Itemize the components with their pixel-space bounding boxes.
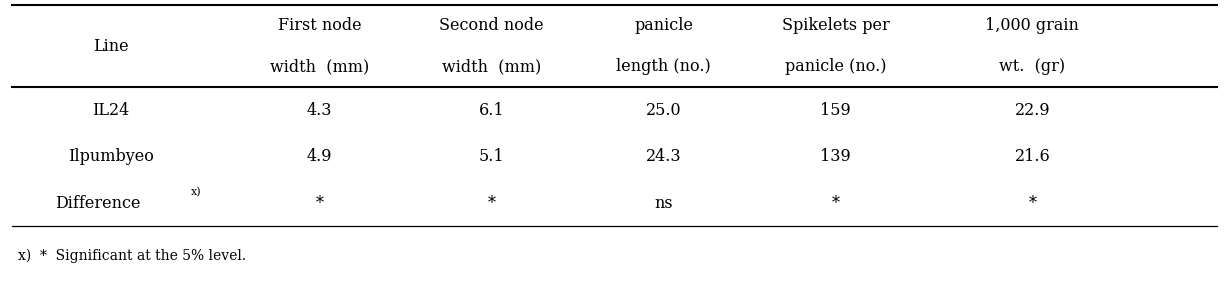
Text: Difference: Difference — [55, 194, 141, 212]
Text: 139: 139 — [820, 148, 852, 165]
Text: *: * — [316, 194, 323, 212]
Text: ns: ns — [654, 194, 673, 212]
Text: x): x) — [190, 187, 202, 198]
Text: *: * — [832, 194, 839, 212]
Text: 21.6: 21.6 — [1014, 148, 1051, 165]
Text: width  (mm): width (mm) — [442, 58, 541, 75]
Text: 4.3: 4.3 — [307, 102, 332, 119]
Text: length (no.): length (no.) — [616, 58, 712, 75]
Text: 25.0: 25.0 — [646, 102, 681, 119]
Text: 4.9: 4.9 — [307, 148, 332, 165]
Text: panicle: panicle — [634, 17, 693, 34]
Text: 5.1: 5.1 — [479, 148, 504, 165]
Text: IL24: IL24 — [92, 102, 129, 119]
Text: Second node: Second node — [439, 17, 544, 34]
Text: 22.9: 22.9 — [1015, 102, 1050, 119]
Text: 6.1: 6.1 — [479, 102, 504, 119]
Text: Spikelets per: Spikelets per — [782, 17, 890, 34]
Text: 1,000 grain: 1,000 grain — [986, 17, 1079, 34]
Text: *: * — [488, 194, 495, 212]
Text: 24.3: 24.3 — [646, 148, 681, 165]
Text: panicle (no.): panicle (no.) — [785, 58, 886, 75]
Text: Ilpumbyeo: Ilpumbyeo — [68, 148, 154, 165]
Text: width  (mm): width (mm) — [270, 58, 369, 75]
Text: 159: 159 — [820, 102, 852, 119]
Text: First node: First node — [278, 17, 361, 34]
Text: *: * — [1029, 194, 1036, 212]
Text: Line: Line — [93, 38, 128, 55]
Text: x)  *  Significant at the 5% level.: x) * Significant at the 5% level. — [18, 248, 247, 263]
Text: wt.  (gr): wt. (gr) — [999, 58, 1066, 75]
